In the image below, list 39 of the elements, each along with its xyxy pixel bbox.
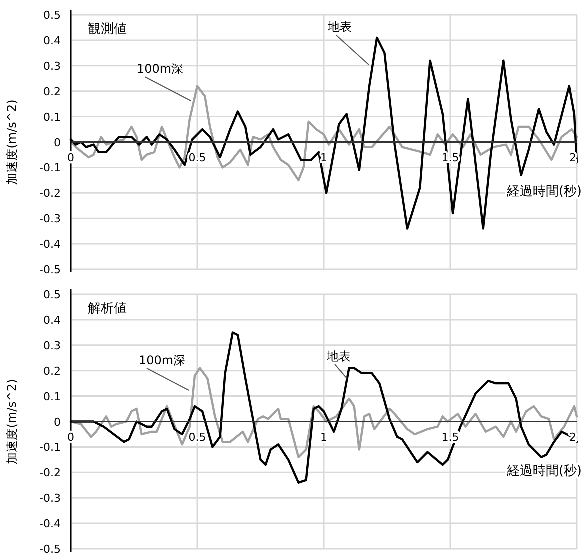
y-tick-label: -0.2 bbox=[40, 466, 61, 480]
y-tick-label: 0.5 bbox=[44, 288, 61, 302]
x-axis-title: 経過時間(秒) bbox=[506, 184, 582, 200]
y-tick-label: 0.1 bbox=[44, 110, 61, 124]
text: 観測値 bbox=[88, 22, 127, 37]
y-tick-label: 0.3 bbox=[44, 339, 61, 352]
x-axis-title: 経過時間(秒) bbox=[506, 464, 582, 479]
y-tick-label: -0.1 bbox=[40, 441, 61, 454]
y-tick-label: 0 bbox=[54, 416, 61, 429]
text: 地表 bbox=[327, 20, 352, 34]
y-axis-title: 加速度(m/s^2) bbox=[5, 379, 19, 464]
y-tick-label: -0.4 bbox=[40, 238, 61, 252]
text: 解析値 bbox=[88, 302, 127, 316]
y-tick-label: 0.3 bbox=[44, 60, 61, 73]
line-series bbox=[70, 85, 578, 182]
series-label: 100m深 bbox=[139, 354, 186, 368]
x-tick-label: 1 bbox=[320, 430, 328, 444]
x-tick-label: 0.5 bbox=[188, 151, 206, 164]
y-tick-label: -0.3 bbox=[40, 492, 61, 506]
y-tick-label: 0.4 bbox=[44, 314, 61, 327]
y-tick-label: 0.2 bbox=[44, 85, 61, 98]
y-tick-label: -0.3 bbox=[40, 212, 61, 226]
y-tick-label: 0.5 bbox=[44, 9, 61, 22]
series-label: 地表 bbox=[326, 350, 351, 364]
y-tick-label: 0.2 bbox=[44, 364, 61, 378]
x-tick-label: 0.5 bbox=[188, 430, 206, 444]
y-tick-label: -0.2 bbox=[40, 187, 61, 200]
y-tick-label: 0.4 bbox=[44, 34, 61, 48]
line-series bbox=[70, 367, 578, 458]
x-tick-label: 2 bbox=[570, 151, 576, 164]
y-tick-label: -0.1 bbox=[40, 162, 61, 175]
y-tick-label: 0 bbox=[54, 136, 61, 150]
y-axis-title: 加速度(m/s^2) bbox=[5, 100, 19, 185]
y-tick-label: -0.5 bbox=[40, 264, 61, 276]
x-tick-label: 1 bbox=[320, 151, 328, 164]
y-tick-label: -0.4 bbox=[40, 518, 61, 531]
y-tick-label: 0.1 bbox=[44, 390, 61, 404]
y-tick-label: -0.5 bbox=[40, 543, 61, 556]
series-label: 100m深 bbox=[137, 62, 184, 76]
